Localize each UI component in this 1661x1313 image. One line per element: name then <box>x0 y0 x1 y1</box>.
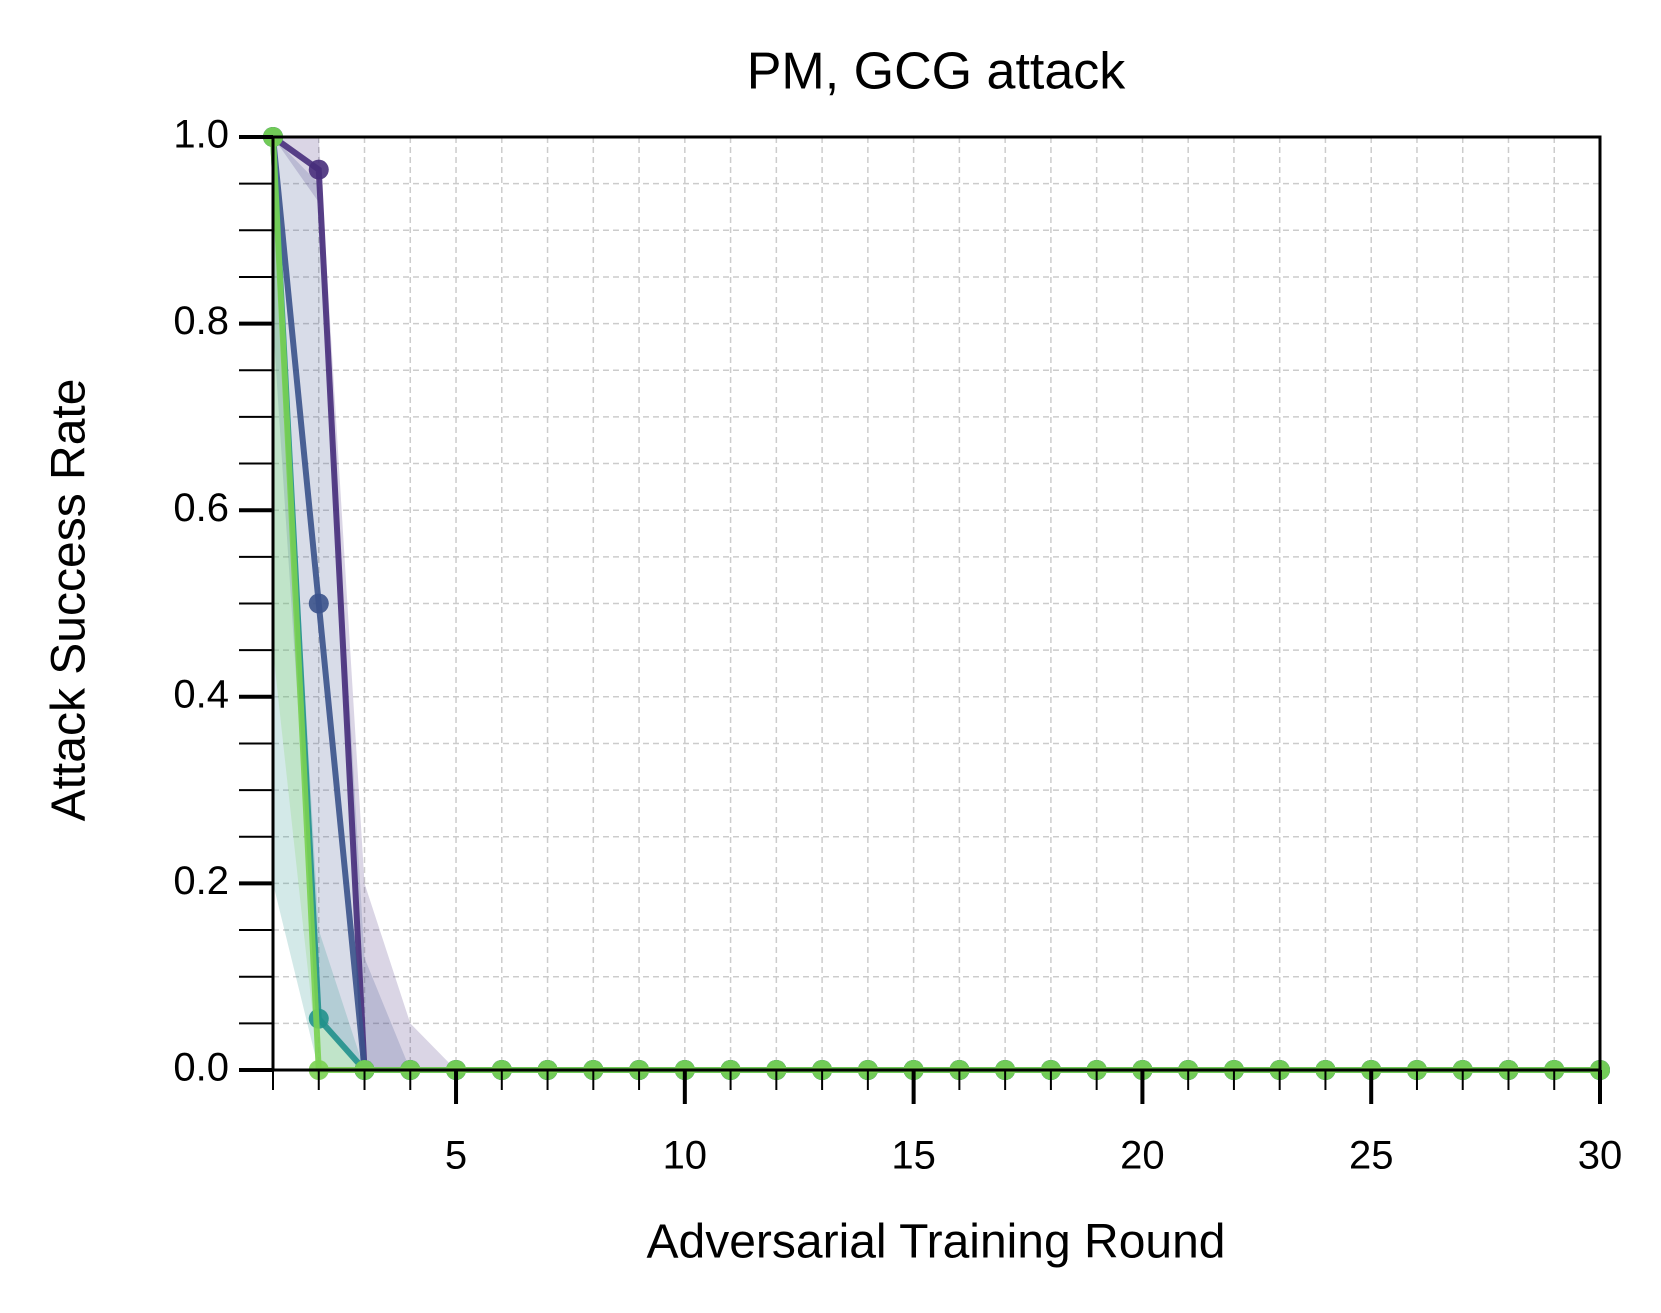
y-tick-label: 0.8 <box>173 299 229 343</box>
y-tick-label: 0.4 <box>173 672 229 716</box>
x-tick-label: 15 <box>891 1134 936 1178</box>
y-tick-label: 0.0 <box>173 1046 229 1090</box>
x-tick-label: 25 <box>1349 1134 1394 1178</box>
data-point <box>308 159 329 180</box>
x-axis-label: Adversarial Training Round <box>647 1216 1226 1269</box>
x-tick-label: 10 <box>663 1134 708 1178</box>
chart-title: PM, GCG attack <box>747 43 1127 101</box>
y-tick-label: 1.0 <box>173 113 229 157</box>
x-tick-label: 30 <box>1578 1134 1623 1178</box>
y-tick-label: 0.2 <box>173 859 229 903</box>
x-tick-label: 20 <box>1120 1134 1165 1178</box>
x-tick-label: 5 <box>445 1134 467 1178</box>
y-tick-label: 0.6 <box>173 486 229 530</box>
y-axis-label: Attack Success Rate <box>43 379 96 822</box>
data-point <box>308 593 329 614</box>
